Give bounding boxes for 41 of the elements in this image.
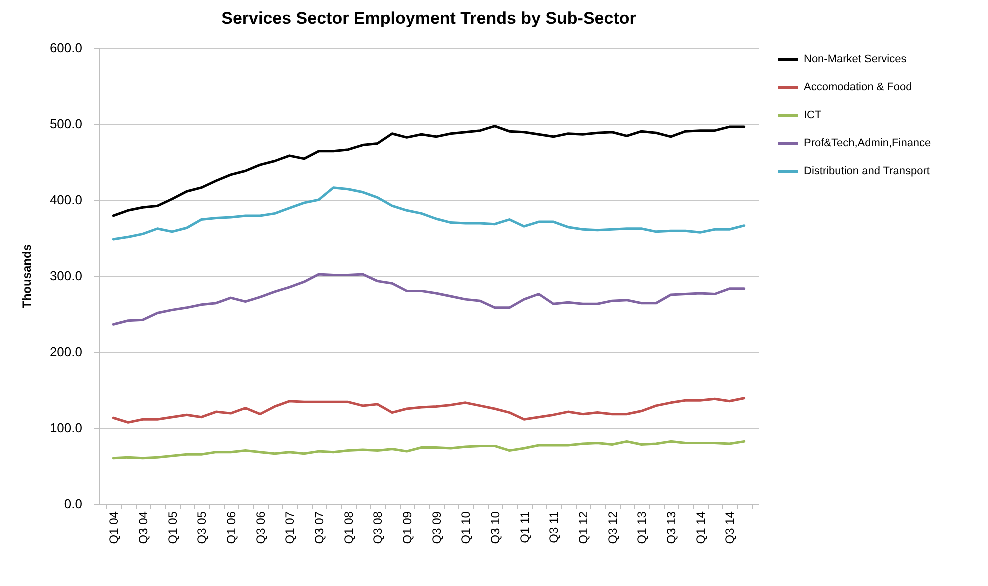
- x-tick-label: Q3 06: [254, 511, 268, 544]
- x-tick-label: Q3 12: [606, 511, 620, 544]
- x-tick-label: Q1 09: [400, 511, 414, 544]
- x-tick-label: Q3 13: [664, 511, 678, 544]
- y-tick-label: 600.0: [50, 40, 82, 56]
- y-tick-label: 400.0: [50, 192, 82, 208]
- x-tick-label: Q3 14: [723, 511, 738, 544]
- x-tick-label: Q1 07: [283, 511, 298, 544]
- line-series: [112, 125, 746, 218]
- x-tick-label: Q1 12: [576, 511, 590, 544]
- x-tick-label: Q1 14: [694, 511, 708, 544]
- legend-label: Non-Market Services: [804, 54, 908, 66]
- chart-title: Services Sector Employment Trends by Sub-Sector: [222, 9, 637, 28]
- line-series: [112, 440, 746, 460]
- x-tick-label: Q1 04: [107, 511, 122, 544]
- y-tick-label: 100.0: [50, 420, 82, 436]
- y-tick-label: 0.0: [64, 496, 82, 512]
- x-tick-label: Q1 11: [518, 511, 532, 544]
- legend-label: ICT: [804, 110, 822, 122]
- x-tick-label: Q3 04: [136, 511, 150, 544]
- x-tick-label: Q3 08: [371, 511, 386, 544]
- legend-label: Accomodation & Food: [804, 82, 912, 94]
- x-tick-label: Q1 13: [635, 511, 650, 544]
- line-series: [112, 273, 746, 326]
- x-tick-label: Q3 07: [312, 511, 326, 544]
- x-tick-label: Q1 10: [459, 511, 474, 544]
- x-tick-label: Q3 11: [547, 511, 562, 544]
- x-tick-label: Q3 09: [430, 511, 444, 544]
- legend-label: Distribution and Transport: [804, 166, 930, 178]
- x-tick-label: Q3 10: [488, 511, 502, 544]
- x-tick-label: Q1 06: [224, 511, 238, 544]
- legend-label: Prof&Tech,Admin,Finance: [804, 138, 932, 150]
- x-tick-label: Q3 05: [195, 511, 210, 544]
- x-tick-label: Q1 08: [342, 511, 356, 544]
- y-tick-label: 500.0: [50, 116, 82, 132]
- y-axis-title: Thousands: [20, 244, 34, 309]
- y-tick-label: 300.0: [50, 268, 82, 284]
- y-tick-label: 200.0: [50, 344, 82, 360]
- line-series: [112, 397, 746, 424]
- line-series: [112, 186, 746, 241]
- x-tick-label: Q1 05: [166, 511, 180, 544]
